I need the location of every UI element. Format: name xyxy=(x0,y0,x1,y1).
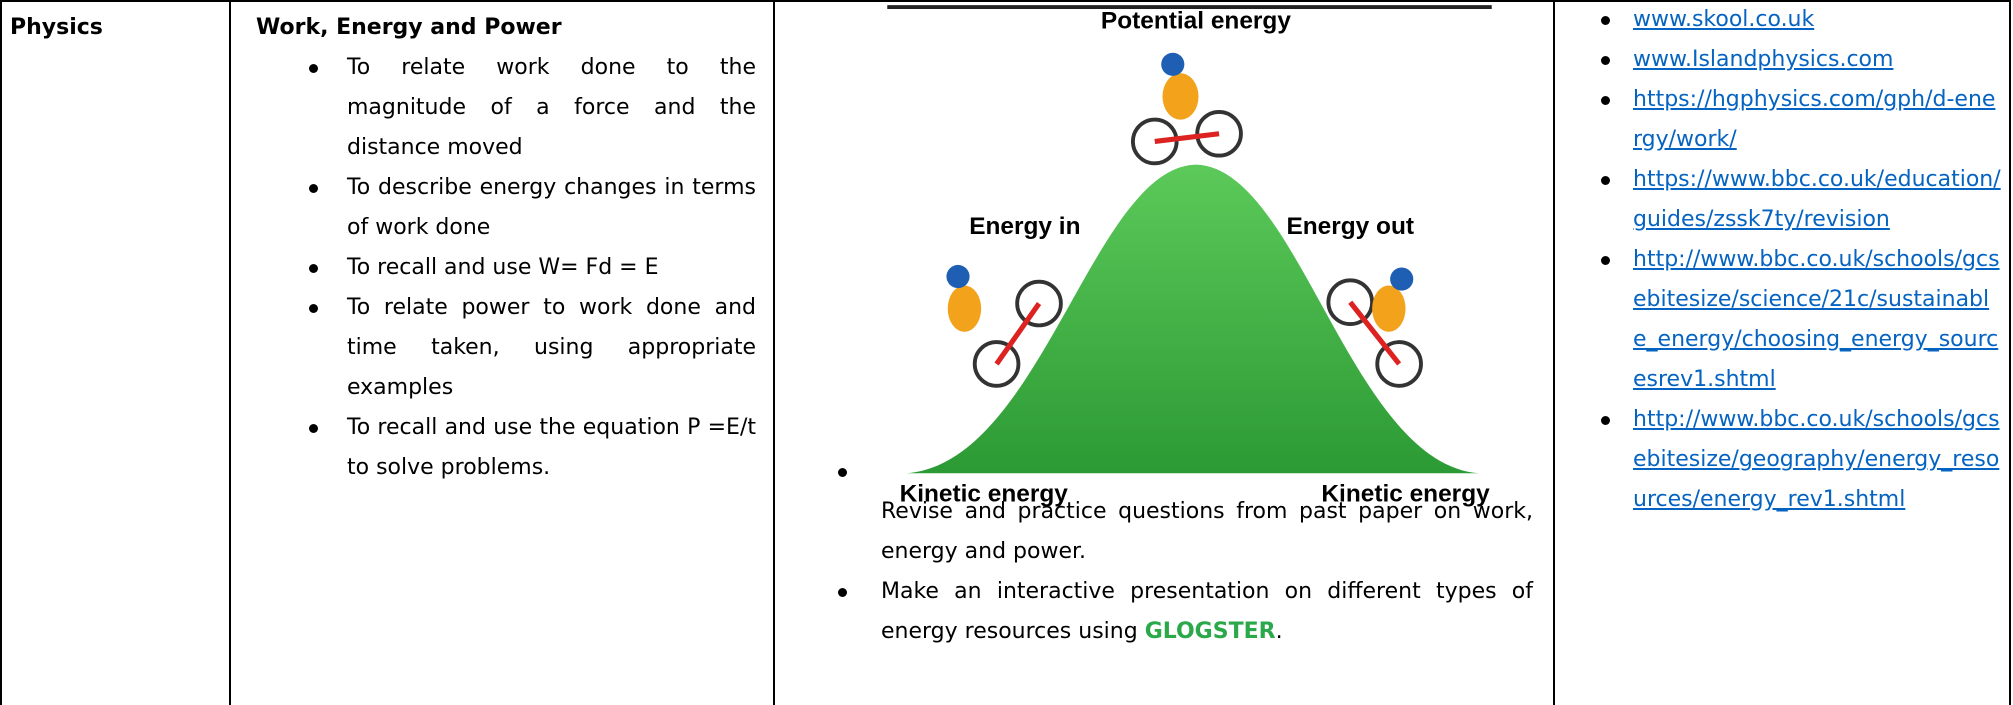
resource: http://www.bbc.co.uk/schools/gcsebitesiz… xyxy=(1601,400,2001,520)
resource: http://www.bbc.co.uk/schools/gcsebitesiz… xyxy=(1601,240,2001,400)
objective: To describe energy changes in terms of w… xyxy=(309,168,756,248)
link[interactable]: https://hgphysics.com/gph/d-energy/work/ xyxy=(1633,87,1996,152)
resources-cell: www.skool.co.uk www.Islandphysics.com http… xyxy=(1601,0,2001,520)
resource: www.Islandphysics.com xyxy=(1601,40,2001,80)
border xyxy=(2009,0,2011,705)
activities: Revise and practice questions from past … xyxy=(838,468,1533,652)
objective: To recall and use the equation P =E/t to… xyxy=(309,408,756,488)
diagram: Potential energy Energy in Energy out Ki… xyxy=(887,5,1492,508)
activity: Revise and practice questions from past … xyxy=(838,452,1533,572)
link[interactable]: https://www.bbc.co.uk/education/guides/z… xyxy=(1633,167,2001,232)
link[interactable]: http://www.bbc.co.uk/schools/gcsebitesiz… xyxy=(1633,247,2000,392)
activity-text: . xyxy=(1275,619,1283,644)
border xyxy=(229,0,231,705)
subject: Physics xyxy=(10,15,103,40)
border xyxy=(0,0,2011,2)
activity-text: Revise and practice questions from past … xyxy=(881,499,1533,564)
resource: www.skool.co.uk xyxy=(1601,0,2001,40)
diagram-label: Kinetic energy xyxy=(900,481,1069,508)
link[interactable]: www.Islandphysics.com xyxy=(1633,47,1894,72)
border xyxy=(1553,0,1555,705)
border xyxy=(0,0,2,705)
topic-title: Work, Energy and Power xyxy=(256,15,562,40)
link[interactable]: www.skool.co.uk xyxy=(1633,7,1815,32)
objectives: To relate work done to the magnitude of … xyxy=(309,48,756,488)
border xyxy=(773,0,775,705)
resources: www.skool.co.uk www.Islandphysics.com http… xyxy=(1601,0,2001,520)
objective: To relate work done to the magnitude of … xyxy=(309,48,756,168)
diagram-label: Kinetic energy xyxy=(1321,481,1490,508)
resource: https://www.bbc.co.uk/education/guides/z… xyxy=(1601,160,2001,240)
link[interactable]: http://www.bbc.co.uk/schools/gcsebitesiz… xyxy=(1633,407,2000,512)
objective: To relate power to work done and time ta… xyxy=(309,288,756,408)
diagram-label: Potential energy xyxy=(1101,7,1291,34)
activity: Make an interactive presentation on diff… xyxy=(838,572,1533,652)
activity-text: Make an interactive presentation on diff… xyxy=(881,579,1533,644)
diagram-label: Energy in xyxy=(969,213,1080,240)
highlight: GLOGSTER xyxy=(1144,619,1276,644)
resource: https://hgphysics.com/gph/d-energy/work/ xyxy=(1601,80,2001,160)
diagram-label: Energy out xyxy=(1286,213,1414,240)
objective: To recall and use W= Fd = E xyxy=(309,248,756,288)
topic-cell: Work, Energy and Power To relate work do… xyxy=(256,8,756,488)
